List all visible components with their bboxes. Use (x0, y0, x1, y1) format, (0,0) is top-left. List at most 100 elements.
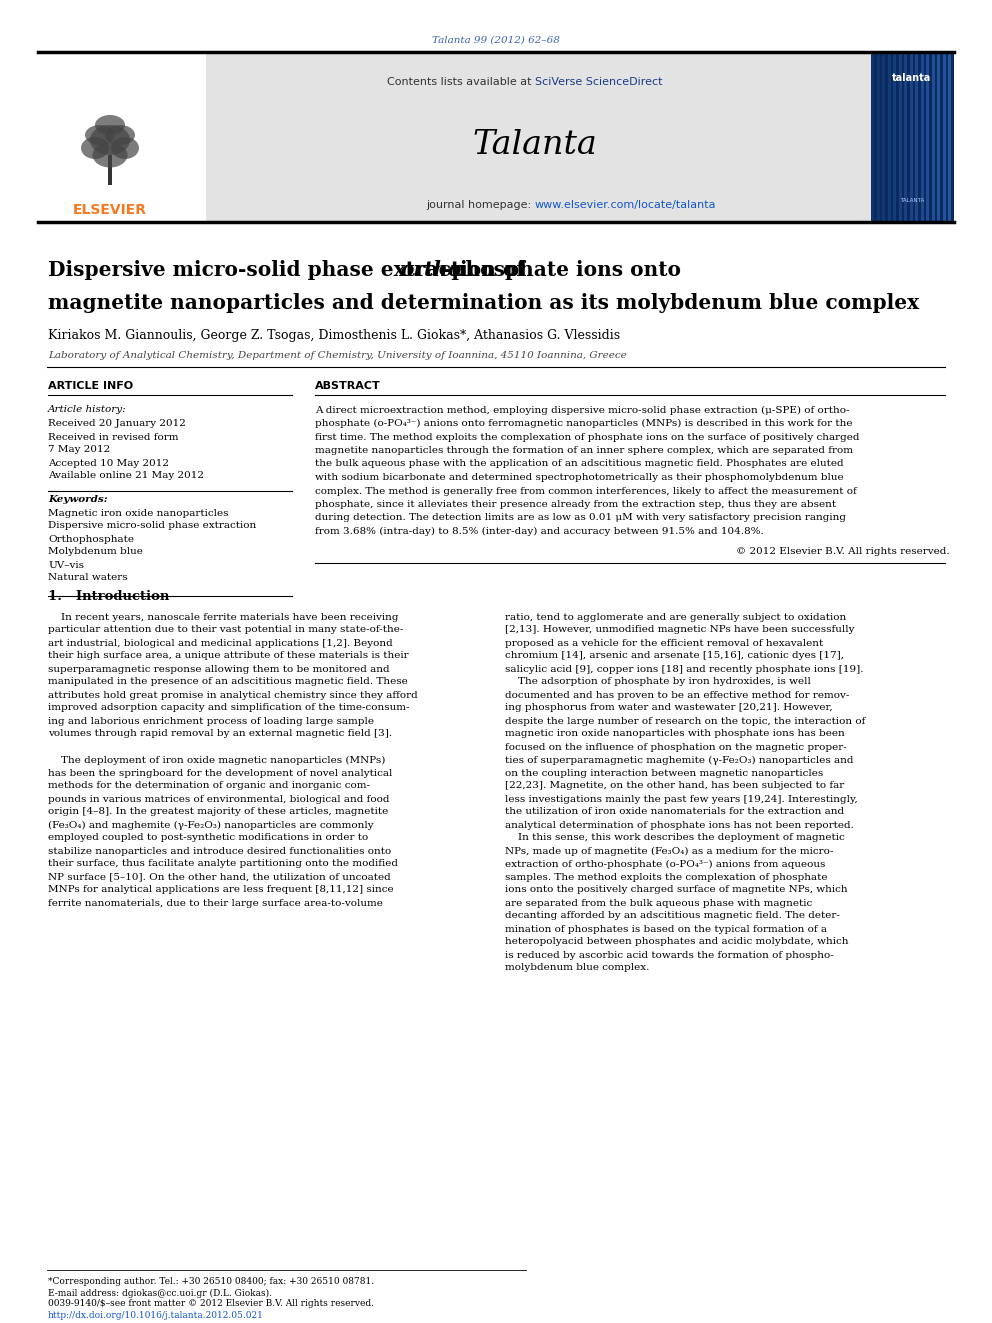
Text: ELSEVIER: ELSEVIER (73, 202, 147, 217)
Text: phosphate, since it alleviates their presence already from the extraction step, : phosphate, since it alleviates their pre… (315, 500, 836, 509)
Text: attributes hold great promise in analytical chemistry since they afford: attributes hold great promise in analyti… (48, 691, 418, 700)
Text: ties of superparamagnetic maghemite (γ-Fe₂O₃) nanoparticles and: ties of superparamagnetic maghemite (γ-F… (505, 755, 853, 765)
Text: the bulk aqueous phase with the application of an adscititious magnetic field. P: the bulk aqueous phase with the applicat… (315, 459, 843, 468)
Text: 7 May 2012: 7 May 2012 (48, 446, 110, 455)
Text: Dispersive micro-solid phase extraction: Dispersive micro-solid phase extraction (48, 521, 256, 531)
Text: In recent years, nanoscale ferrite materials have been receiving: In recent years, nanoscale ferrite mater… (48, 613, 399, 622)
Text: pounds in various matrices of environmental, biological and food: pounds in various matrices of environmen… (48, 795, 390, 803)
Text: Contents lists available at: Contents lists available at (387, 77, 535, 87)
Text: during detection. The detection limits are as low as 0.01 μM with very satisfact: during detection. The detection limits a… (315, 513, 846, 523)
Text: journal homepage:: journal homepage: (427, 200, 535, 210)
Text: on the coupling interaction between magnetic nanoparticles: on the coupling interaction between magn… (505, 769, 823, 778)
Bar (877, 52, 880, 222)
Text: http://dx.doi.org/10.1016/j.talanta.2012.05.021: http://dx.doi.org/10.1016/j.talanta.2012… (48, 1311, 264, 1319)
Text: Kiriakos M. Giannoulis, George Z. Tsogas, Dimosthenis L. Giokas*, Athanasios G. : Kiriakos M. Giannoulis, George Z. Tsogas… (48, 328, 620, 341)
Text: ortho: ortho (400, 261, 461, 280)
Bar (899, 52, 902, 222)
Ellipse shape (85, 124, 115, 146)
Text: ing and laborious enrichment process of loading large sample: ing and laborious enrichment process of … (48, 717, 374, 725)
Text: decanting afforded by an adscititious magnetic field. The deter-: decanting afforded by an adscititious ma… (505, 912, 840, 921)
Bar (888, 52, 891, 222)
Text: extraction of ortho-phosphate (o-PO₄³⁻) anions from aqueous: extraction of ortho-phosphate (o-PO₄³⁻) … (505, 860, 825, 869)
Text: first time. The method exploits the complexation of phosphate ions on the surfac: first time. The method exploits the comp… (315, 433, 859, 442)
Ellipse shape (95, 115, 125, 135)
Text: ABSTRACT: ABSTRACT (315, 381, 381, 392)
Text: Magnetic iron oxide nanoparticles: Magnetic iron oxide nanoparticles (48, 508, 228, 517)
Bar (910, 52, 913, 222)
Text: www.elsevier.com/locate/talanta: www.elsevier.com/locate/talanta (535, 200, 716, 210)
Bar (871, 52, 954, 222)
Text: methods for the determination of organic and inorganic com-: methods for the determination of organic… (48, 782, 370, 791)
Text: *Corresponding author. Tel.: +30 26510 08400; fax: +30 26510 08781.: *Corresponding author. Tel.: +30 26510 0… (48, 1278, 374, 1286)
Bar (38, 52, 206, 222)
Text: their high surface area, a unique attribute of these materials is their: their high surface area, a unique attrib… (48, 651, 409, 660)
Text: Orthophosphate: Orthophosphate (48, 534, 134, 544)
Text: mination of phosphates is based on the typical formation of a: mination of phosphates is based on the t… (505, 925, 827, 934)
Text: magnetite nanoparticles through the formation of an inner sphere complex, which : magnetite nanoparticles through the form… (315, 446, 853, 455)
Text: Article history:: Article history: (48, 406, 127, 414)
Text: The deployment of iron oxide magnetic nanoparticles (MNPs): The deployment of iron oxide magnetic na… (48, 755, 385, 765)
Bar (38, 52, 954, 222)
Text: Talanta: Talanta (472, 130, 597, 161)
Text: salicylic acid [9], copper ions [18] and recently phosphate ions [19].: salicylic acid [9], copper ions [18] and… (505, 664, 863, 673)
Text: NP surface [5–10]. On the other hand, the utilization of uncoated: NP surface [5–10]. On the other hand, th… (48, 872, 391, 881)
Text: talanta: talanta (893, 73, 931, 83)
Bar (937, 52, 940, 222)
Text: heteropolyacid between phosphates and acidic molybdate, which: heteropolyacid between phosphates and ac… (505, 938, 848, 946)
Text: chromium [14], arsenic and arsenate [15,16], cationic dyes [17],: chromium [14], arsenic and arsenate [15,… (505, 651, 844, 660)
Text: documented and has proven to be an effective method for remov-: documented and has proven to be an effec… (505, 691, 849, 700)
Text: [2,13]. However, unmodified magnetic NPs have been successfully: [2,13]. However, unmodified magnetic NPs… (505, 626, 854, 635)
Text: their surface, thus facilitate analyte partitioning onto the modified: their surface, thus facilitate analyte p… (48, 860, 398, 868)
Bar (931, 52, 934, 222)
Text: Accepted 10 May 2012: Accepted 10 May 2012 (48, 459, 169, 467)
Text: Received in revised form: Received in revised form (48, 433, 179, 442)
Text: complex. The method is generally free from common interferences, likely to affec: complex. The method is generally free fr… (315, 487, 857, 496)
Text: [22,23]. Magnetite, on the other hand, has been subjected to far: [22,23]. Magnetite, on the other hand, h… (505, 782, 844, 791)
Bar (893, 52, 896, 222)
Text: (Fe₃O₄) and maghemite (γ-Fe₂O₃) nanoparticles are commonly: (Fe₃O₄) and maghemite (γ-Fe₂O₃) nanopart… (48, 820, 374, 830)
Bar (921, 52, 924, 222)
Text: volumes through rapid removal by an external magnetic field [3].: volumes through rapid removal by an exte… (48, 729, 392, 738)
Ellipse shape (81, 138, 109, 159)
Text: E-mail address: dgiokas@cc.uoi.gr (D.L. Giokas).: E-mail address: dgiokas@cc.uoi.gr (D.L. … (48, 1289, 272, 1298)
Ellipse shape (111, 138, 139, 159)
Text: Available online 21 May 2012: Available online 21 May 2012 (48, 471, 204, 480)
Ellipse shape (90, 124, 130, 155)
Text: A direct microextraction method, employing dispersive micro-solid phase extracti: A direct microextraction method, employi… (315, 405, 849, 414)
Text: Keywords:: Keywords: (48, 495, 107, 504)
Text: is reduced by ascorbic acid towards the formation of phospho-: is reduced by ascorbic acid towards the … (505, 950, 833, 959)
Text: SciVerse ScienceDirect: SciVerse ScienceDirect (535, 77, 663, 87)
Text: manipulated in the presence of an adscititious magnetic field. These: manipulated in the presence of an adscit… (48, 677, 408, 687)
Text: magnetic iron oxide nanoparticles with phosphate ions has been: magnetic iron oxide nanoparticles with p… (505, 729, 845, 738)
Text: 0039-9140/$–see front matter © 2012 Elsevier B.V. All rights reserved.: 0039-9140/$–see front matter © 2012 Else… (48, 1299, 374, 1308)
Text: the utilization of iron oxide nanomaterials for the extraction and: the utilization of iron oxide nanomateri… (505, 807, 844, 816)
Text: Talanta 99 (2012) 62–68: Talanta 99 (2012) 62–68 (433, 36, 559, 45)
Text: phosphate (o-PO₄³⁻) anions onto ferromagnetic nanoparticles (MNPs) is described : phosphate (o-PO₄³⁻) anions onto ferromag… (315, 419, 852, 429)
Text: magnetite nanoparticles and determination as its molybdenum blue complex: magnetite nanoparticles and determinatio… (48, 292, 920, 314)
Text: -phosphate ions onto: -phosphate ions onto (443, 261, 681, 280)
Ellipse shape (105, 124, 135, 146)
Text: proposed as a vehicle for the efficient removal of hexavalent: proposed as a vehicle for the efficient … (505, 639, 823, 647)
Text: analytical determination of phosphate ions has not been reported.: analytical determination of phosphate io… (505, 820, 854, 830)
Bar (871, 52, 874, 222)
Text: Laboratory of Analytical Chemistry, Department of Chemistry, University of Ioann: Laboratory of Analytical Chemistry, Depa… (48, 351, 627, 360)
Bar (948, 52, 951, 222)
Text: In this sense, this work describes the deployment of magnetic: In this sense, this work describes the d… (505, 833, 845, 843)
Text: focused on the influence of phosphation on the magnetic proper-: focused on the influence of phosphation … (505, 742, 847, 751)
Text: Dispersive micro-solid phase extraction of: Dispersive micro-solid phase extraction … (48, 261, 532, 280)
Text: Received 20 January 2012: Received 20 January 2012 (48, 419, 186, 429)
Text: TALANTA: TALANTA (900, 197, 925, 202)
Text: improved adsorption capacity and simplification of the time-consum-: improved adsorption capacity and simplif… (48, 704, 410, 713)
Text: NPs, made up of magnetite (Fe₃O₄) as a medium for the micro-: NPs, made up of magnetite (Fe₃O₄) as a m… (505, 847, 833, 856)
Text: MNPs for analytical applications are less frequent [8,11,12] since: MNPs for analytical applications are les… (48, 885, 394, 894)
Text: ratio, tend to agglomerate and are generally subject to oxidation: ratio, tend to agglomerate and are gener… (505, 613, 846, 622)
Ellipse shape (92, 143, 128, 168)
Text: less investigations mainly the past few years [19,24]. Interestingly,: less investigations mainly the past few … (505, 795, 858, 803)
Text: particular attention due to their vast potential in many state-of-the-: particular attention due to their vast p… (48, 626, 404, 635)
Text: Molybdenum blue: Molybdenum blue (48, 548, 143, 557)
Text: ferrite nanomaterials, due to their large surface area-to-volume: ferrite nanomaterials, due to their larg… (48, 898, 383, 908)
Text: © 2012 Elsevier B.V. All rights reserved.: © 2012 Elsevier B.V. All rights reserved… (736, 546, 950, 556)
Text: are separated from the bulk aqueous phase with magnetic: are separated from the bulk aqueous phas… (505, 898, 812, 908)
Text: ing phosphorus from water and wastewater [20,21]. However,: ing phosphorus from water and wastewater… (505, 704, 832, 713)
Text: has been the springboard for the development of novel analytical: has been the springboard for the develop… (48, 769, 393, 778)
